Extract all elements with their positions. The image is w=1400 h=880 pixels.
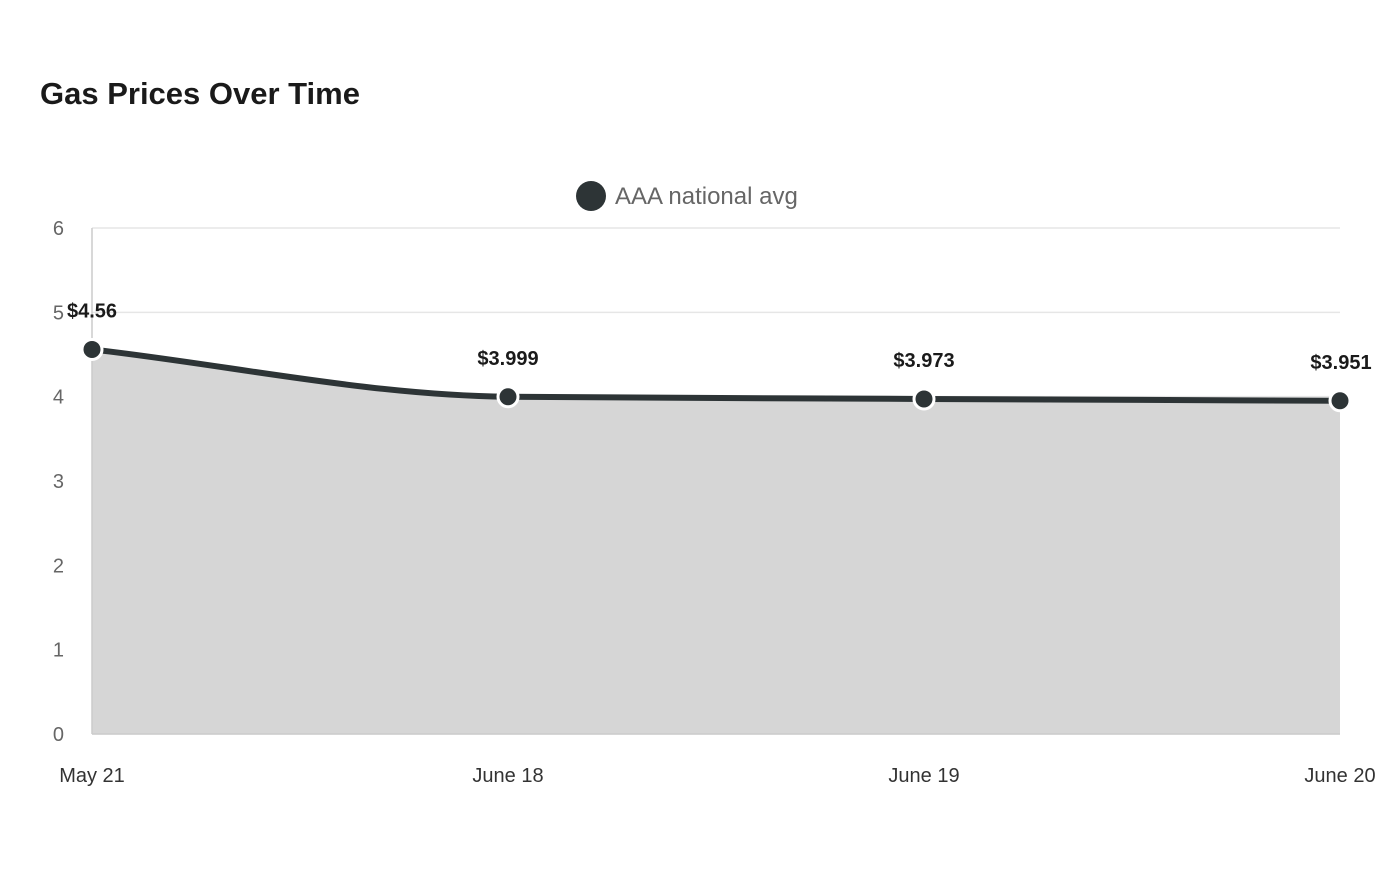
data-label: $3.951 <box>1310 352 1371 374</box>
x-tick-label: June 18 <box>472 765 543 787</box>
y-tick-label: 0 <box>53 724 64 746</box>
legend-swatch <box>576 181 606 211</box>
data-points <box>80 337 1352 413</box>
y-tick-label: 6 <box>53 218 64 240</box>
y-axis-ticks: 0 1 2 3 4 5 6 <box>53 218 64 746</box>
x-tick-label: June 20 <box>1304 765 1375 787</box>
y-tick-label: 4 <box>53 387 64 409</box>
data-labels: $4.56 $3.999 $3.973 $3.951 <box>67 300 1372 373</box>
y-tick-label: 2 <box>53 555 64 577</box>
data-point[interactable] <box>1328 389 1352 413</box>
data-label: $3.999 <box>477 348 538 370</box>
series-line <box>91 346 1341 404</box>
x-tick-label: May 21 <box>59 765 125 787</box>
data-point[interactable] <box>80 337 104 361</box>
x-tick-label: June 19 <box>888 765 959 787</box>
y-tick-label: 5 <box>53 302 64 324</box>
y-tick-label: 3 <box>53 471 64 493</box>
x-axis-ticks: May 21 June 18 June 19 June 20 <box>59 765 1375 787</box>
data-point[interactable] <box>496 385 520 409</box>
data-label: $3.973 <box>893 350 954 372</box>
data-point[interactable] <box>912 387 936 411</box>
chart-title: Gas Prices Over Time <box>40 76 360 111</box>
legend-label[interactable]: AAA national avg <box>615 183 798 210</box>
data-label: $4.56 <box>67 300 117 322</box>
area-fill <box>92 349 1340 734</box>
y-tick-label: 1 <box>53 640 64 662</box>
legend[interactable]: AAA national avg <box>576 181 798 211</box>
